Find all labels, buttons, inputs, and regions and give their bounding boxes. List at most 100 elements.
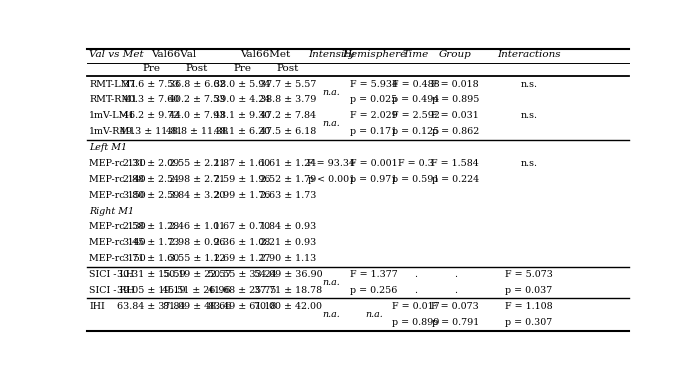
Text: 83.49 ± 61.18: 83.49 ± 61.18: [208, 302, 277, 311]
Text: 2.36 ± 1.08: 2.36 ± 1.08: [214, 238, 271, 247]
Text: 46.2 ± 9.72: 46.2 ± 9.72: [123, 111, 180, 120]
Text: 2.46 ± 1.01: 2.46 ± 1.01: [168, 223, 225, 231]
Text: 1mV-LM1: 1mV-LM1: [89, 111, 136, 120]
Text: 70.00 ± 42.00: 70.00 ± 42.00: [254, 302, 322, 311]
Text: Group: Group: [439, 50, 472, 59]
Text: p = 0.591: p = 0.591: [392, 175, 440, 184]
Text: MEP-rc 130: MEP-rc 130: [89, 223, 146, 231]
Text: F = 5.934: F = 5.934: [350, 80, 398, 89]
Text: 36.8 ± 6.62: 36.8 ± 6.62: [168, 80, 225, 89]
Text: 38.0 ± 5.94: 38.0 ± 5.94: [214, 80, 271, 89]
Text: 30.31 ± 15.59: 30.31 ± 15.59: [117, 270, 186, 279]
Text: n.s.: n.s.: [520, 159, 538, 168]
Text: Val66Met: Val66Met: [240, 50, 290, 59]
Text: 81.09 ± 48.66: 81.09 ± 48.66: [163, 302, 231, 311]
Text: 3.80 ± 2.59: 3.80 ± 2.59: [123, 191, 180, 200]
Text: F = 1.584: F = 1.584: [431, 159, 479, 168]
Text: Time: Time: [403, 50, 428, 59]
Text: 50.55 ± 33.24: 50.55 ± 33.24: [208, 270, 277, 279]
Text: Interactions: Interactions: [497, 50, 561, 59]
Text: Intensity: Intensity: [308, 50, 354, 59]
Text: Post: Post: [186, 64, 208, 73]
Text: n.s.: n.s.: [520, 111, 538, 120]
Text: 40.2 ± 7.53: 40.2 ± 7.53: [168, 95, 225, 105]
Text: F = 0.3: F = 0.3: [398, 159, 433, 168]
Text: 41.68 ± 25.75: 41.68 ± 25.75: [208, 286, 277, 295]
Text: 37.71 ± 18.78: 37.71 ± 18.78: [254, 286, 322, 295]
Text: 48.8 ± 11.38: 48.8 ± 11.38: [166, 127, 228, 136]
Text: 47.2 ± 7.84: 47.2 ± 7.84: [260, 111, 316, 120]
Text: 2.90 ± 1.13: 2.90 ± 1.13: [260, 254, 316, 263]
Text: F = 1.377: F = 1.377: [350, 270, 398, 279]
Text: F = 0.018: F = 0.018: [431, 80, 479, 89]
Text: n.s.: n.s.: [520, 80, 538, 89]
Text: F = 1.108: F = 1.108: [505, 302, 553, 311]
Text: 3.71 ± 1.60: 3.71 ± 1.60: [123, 254, 180, 263]
Text: MEP-rc 140: MEP-rc 140: [89, 175, 145, 184]
Text: IHI: IHI: [89, 302, 105, 311]
Text: Val66Val: Val66Val: [152, 50, 196, 59]
Text: F = 0.073: F = 0.073: [431, 302, 479, 311]
Text: MEP-rc 150: MEP-rc 150: [89, 191, 146, 200]
Text: p = 0.494: p = 0.494: [392, 95, 439, 105]
Text: 63.84 ± 37.84: 63.84 ± 37.84: [117, 302, 185, 311]
Text: 37.7 ± 5.57: 37.7 ± 5.57: [259, 80, 316, 89]
Text: 45.51 ± 26.96: 45.51 ± 26.96: [162, 286, 231, 295]
Text: F = 0.031: F = 0.031: [431, 111, 479, 120]
Text: p = 0.895: p = 0.895: [431, 95, 479, 105]
Text: 1.67 ± 0.70: 1.67 ± 0.70: [215, 223, 271, 231]
Text: 48.1 ± 9.30: 48.1 ± 9.30: [214, 111, 271, 120]
Text: 49.3 ± 11.81: 49.3 ± 11.81: [120, 127, 182, 136]
Text: .: .: [415, 270, 417, 279]
Text: 3.84 ± 3.20: 3.84 ± 3.20: [168, 191, 225, 200]
Text: p = 0.256: p = 0.256: [350, 286, 398, 295]
Text: n.a.: n.a.: [322, 88, 340, 96]
Text: 44.0 ± 7.93: 44.0 ± 7.93: [168, 111, 225, 120]
Text: .: .: [454, 270, 456, 279]
Text: MEP-rc 140: MEP-rc 140: [89, 238, 145, 247]
Text: .: .: [415, 286, 417, 295]
Text: 2.55 ± 2.21: 2.55 ± 2.21: [168, 159, 225, 168]
Text: F = 5.073: F = 5.073: [505, 270, 553, 279]
Text: 3.45 ± 1.73: 3.45 ± 1.73: [123, 238, 180, 247]
Text: 2.98 ± 0.96: 2.98 ± 0.96: [168, 238, 225, 247]
Text: p = 0.971: p = 0.971: [350, 175, 398, 184]
Text: 1.87 ± 1.60: 1.87 ± 1.60: [215, 159, 271, 168]
Text: F = 0.017: F = 0.017: [392, 302, 440, 311]
Text: 2.98 ± 2.71: 2.98 ± 2.71: [168, 175, 225, 184]
Text: p = 0.899: p = 0.899: [392, 318, 440, 327]
Text: 40.3 ± 7.60: 40.3 ± 7.60: [123, 95, 180, 105]
Text: n.a.: n.a.: [365, 310, 383, 319]
Text: Val vs Met: Val vs Met: [89, 50, 143, 59]
Text: F = 2.029: F = 2.029: [350, 111, 398, 120]
Text: SICI - LH: SICI - LH: [89, 270, 134, 279]
Text: p < 0.001: p < 0.001: [308, 175, 354, 184]
Text: 37.6 ± 7.53: 37.6 ± 7.53: [123, 80, 180, 89]
Text: MEP-rc 130: MEP-rc 130: [89, 159, 146, 168]
Text: F = 93.34: F = 93.34: [307, 159, 355, 168]
Text: 50.19 ± 22.57: 50.19 ± 22.57: [163, 270, 231, 279]
Text: 38.8 ± 3.79: 38.8 ± 3.79: [259, 95, 316, 105]
Text: MEP-rc 150: MEP-rc 150: [89, 254, 146, 263]
Text: 1.61 ± 1.24: 1.61 ± 1.24: [260, 159, 316, 168]
Text: p = 0.037: p = 0.037: [505, 286, 552, 295]
Text: p = 0.025: p = 0.025: [350, 95, 398, 105]
Text: 39.05 ± 19.19: 39.05 ± 19.19: [117, 286, 186, 295]
Text: n.a.: n.a.: [322, 278, 340, 287]
Text: SICI - RH: SICI - RH: [89, 286, 135, 295]
Text: 1.84 ± 0.93: 1.84 ± 0.93: [260, 223, 316, 231]
Text: 2.31 ± 2.09: 2.31 ± 2.09: [123, 159, 180, 168]
Text: 2.99 ± 1.76: 2.99 ± 1.76: [214, 191, 271, 200]
Text: n.a.: n.a.: [322, 119, 340, 128]
Text: RMT-LM1: RMT-LM1: [89, 80, 136, 89]
Text: Pre: Pre: [143, 64, 160, 73]
Text: Pre: Pre: [233, 64, 252, 73]
Text: F = 0.001: F = 0.001: [350, 159, 398, 168]
Text: Post: Post: [277, 64, 299, 73]
Text: Left M1: Left M1: [89, 143, 127, 152]
Text: RMT-RM1: RMT-RM1: [89, 95, 137, 105]
Text: F = 0.488: F = 0.488: [392, 80, 440, 89]
Text: 2.21 ± 0.93: 2.21 ± 0.93: [260, 238, 316, 247]
Text: 2.63 ± 1.73: 2.63 ± 1.73: [259, 191, 316, 200]
Text: 47.5 ± 6.18: 47.5 ± 6.18: [260, 127, 316, 136]
